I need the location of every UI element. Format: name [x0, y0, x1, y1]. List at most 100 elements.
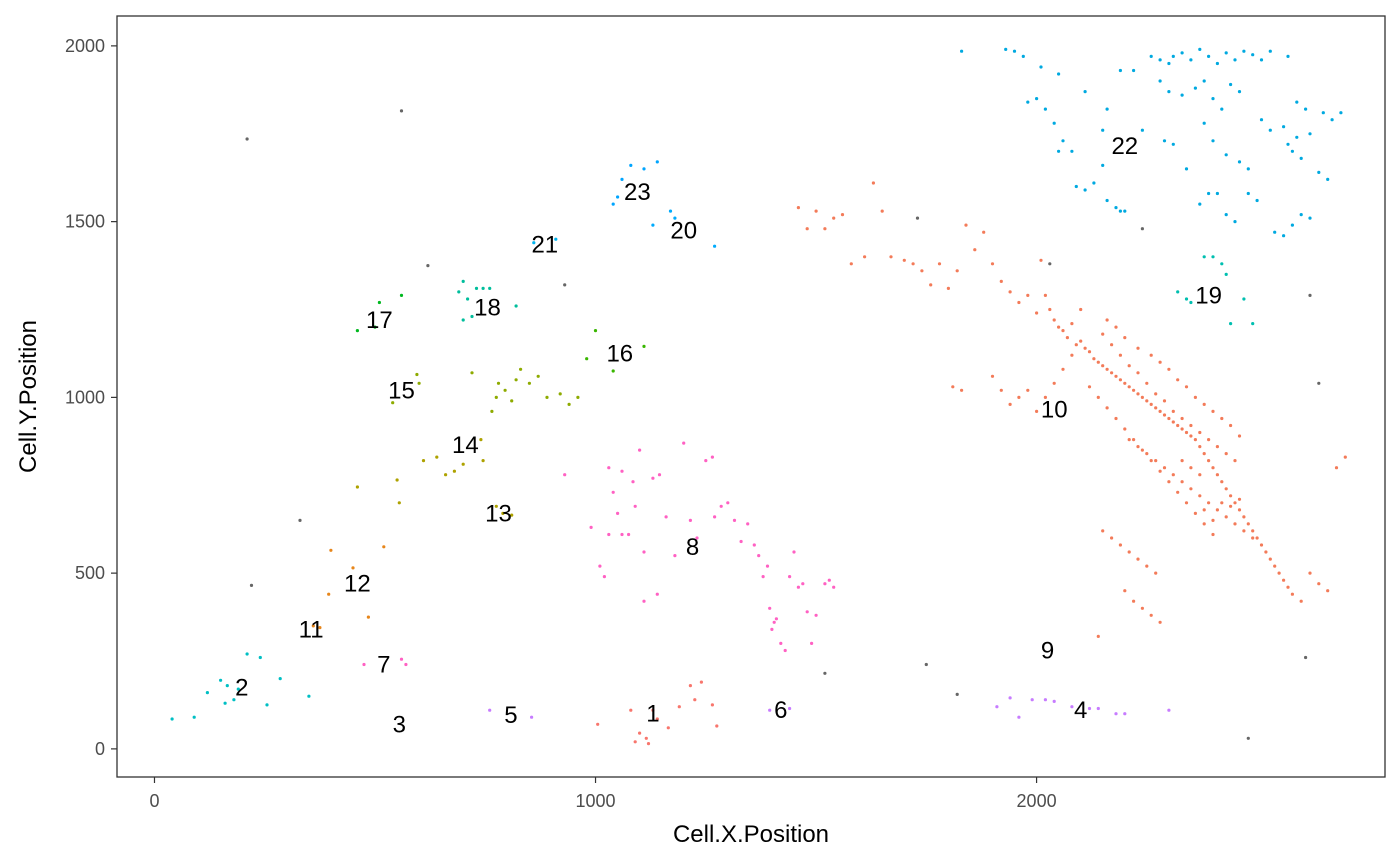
- data-point: [1123, 712, 1127, 716]
- data-point: [1290, 592, 1294, 596]
- data-point: [1299, 213, 1303, 217]
- data-point: [1114, 206, 1118, 210]
- cluster-label: 8: [686, 534, 699, 561]
- data-point: [1268, 557, 1272, 561]
- data-point: [693, 698, 697, 702]
- data-point: [752, 543, 756, 547]
- data-point: [245, 652, 249, 656]
- data-point: [598, 564, 602, 568]
- data-point: [1114, 416, 1118, 421]
- data-point: [554, 237, 558, 241]
- data-point: [1202, 121, 1206, 125]
- data-point: [1145, 452, 1149, 456]
- data-point: [1145, 381, 1149, 385]
- data-point: [457, 290, 461, 294]
- data-point: [814, 613, 818, 617]
- data-point: [1043, 293, 1047, 297]
- data-point: [990, 374, 995, 378]
- data-point: [982, 230, 986, 234]
- data-point: [1052, 318, 1056, 322]
- data-point: [1264, 550, 1268, 554]
- data-point: [1149, 402, 1153, 406]
- data-point: [1096, 360, 1100, 364]
- data-point: [1114, 374, 1118, 378]
- data-point: [232, 698, 236, 702]
- y-tick-label: 500: [75, 563, 105, 583]
- data-point: [311, 624, 315, 628]
- cluster-label: 23: [624, 179, 651, 206]
- data-point: [924, 662, 928, 667]
- data-point: [607, 466, 611, 470]
- data-point: [1092, 181, 1096, 185]
- data-point: [382, 545, 386, 549]
- data-point: [1101, 364, 1105, 368]
- data-point: [377, 300, 381, 305]
- data-point: [1158, 620, 1162, 624]
- data-point: [1070, 149, 1074, 153]
- data-point: [1065, 336, 1069, 340]
- data-point: [366, 615, 370, 619]
- data-point: [1162, 139, 1167, 143]
- data-point: [1123, 336, 1127, 340]
- data-point: [1043, 395, 1047, 399]
- data-point: [946, 286, 951, 290]
- data-point: [1167, 480, 1171, 484]
- cluster-label: 15: [388, 377, 415, 404]
- data-point: [715, 724, 719, 728]
- data-point: [673, 216, 677, 220]
- data-point: [1180, 93, 1184, 97]
- data-point: [1118, 378, 1122, 382]
- data-point: [732, 518, 737, 523]
- data-point: [1198, 494, 1202, 498]
- data-point: [1224, 515, 1228, 519]
- data-point: [642, 344, 646, 348]
- data-point: [1277, 571, 1281, 575]
- cluster-label: 17: [366, 307, 393, 334]
- cluster-label: 21: [531, 232, 558, 259]
- data-point: [1070, 705, 1074, 709]
- data-point: [1061, 367, 1065, 371]
- data-point: [1043, 698, 1047, 702]
- data-point: [1233, 501, 1237, 505]
- data-point: [1282, 234, 1286, 238]
- data-point: [219, 678, 223, 682]
- data-point: [1057, 149, 1061, 153]
- data-point: [1008, 696, 1012, 700]
- data-point: [1184, 297, 1189, 301]
- data-point: [1145, 564, 1149, 568]
- data-point: [770, 627, 774, 632]
- data-point: [1207, 459, 1211, 463]
- data-point: [611, 369, 615, 373]
- data-point: [792, 550, 796, 554]
- data-point: [1189, 423, 1193, 428]
- data-point: [1237, 434, 1242, 438]
- data-point: [1180, 51, 1184, 55]
- data-point: [1220, 480, 1224, 484]
- data-point: [567, 402, 571, 406]
- data-point: [1048, 307, 1052, 312]
- data-point: [1215, 61, 1219, 66]
- data-point: [1167, 416, 1171, 421]
- data-point: [788, 706, 792, 711]
- data-point: [889, 255, 893, 259]
- data-point: [1308, 293, 1312, 297]
- data-point: [1017, 395, 1021, 399]
- data-point: [399, 293, 404, 297]
- data-point: [880, 209, 884, 213]
- data-point: [682, 441, 686, 445]
- data-point: [1202, 79, 1206, 83]
- data-point: [832, 585, 836, 589]
- data-point: [607, 532, 611, 537]
- data-point: [673, 554, 677, 558]
- cluster-label: 10: [1041, 397, 1068, 424]
- data-point: [1229, 504, 1233, 508]
- data-point: [470, 314, 474, 319]
- data-point: [1096, 706, 1100, 711]
- data-point: [1286, 585, 1290, 589]
- data-point: [1211, 255, 1215, 259]
- data-point: [245, 137, 249, 141]
- data-point: [746, 522, 750, 526]
- data-point: [327, 592, 331, 596]
- data-point: [1140, 128, 1144, 132]
